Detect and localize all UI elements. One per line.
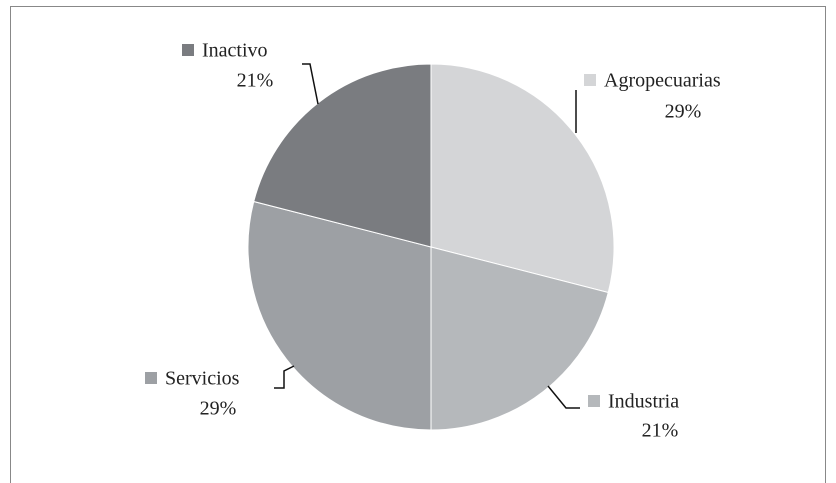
value-label: 21%	[237, 70, 274, 92]
category-label: Agropecuarias	[604, 70, 721, 92]
pie-slice	[430, 246, 609, 431]
legend-swatch	[588, 395, 600, 407]
legend-swatch	[584, 74, 596, 86]
pie-slice	[430, 63, 615, 294]
value-label: 29%	[665, 101, 702, 123]
leader-line	[274, 365, 295, 389]
pie-slice	[247, 200, 432, 431]
legend-swatch	[182, 44, 194, 56]
leader-line	[302, 63, 319, 105]
legend-swatch	[145, 372, 157, 384]
value-label: 29%	[200, 398, 237, 420]
category-label: Servicios	[165, 368, 240, 390]
value-label: 21%	[642, 420, 679, 442]
leader-line	[547, 385, 580, 409]
pie-slice	[253, 63, 432, 248]
category-label: Industria	[608, 391, 679, 413]
category-label: Inactivo	[202, 40, 268, 62]
